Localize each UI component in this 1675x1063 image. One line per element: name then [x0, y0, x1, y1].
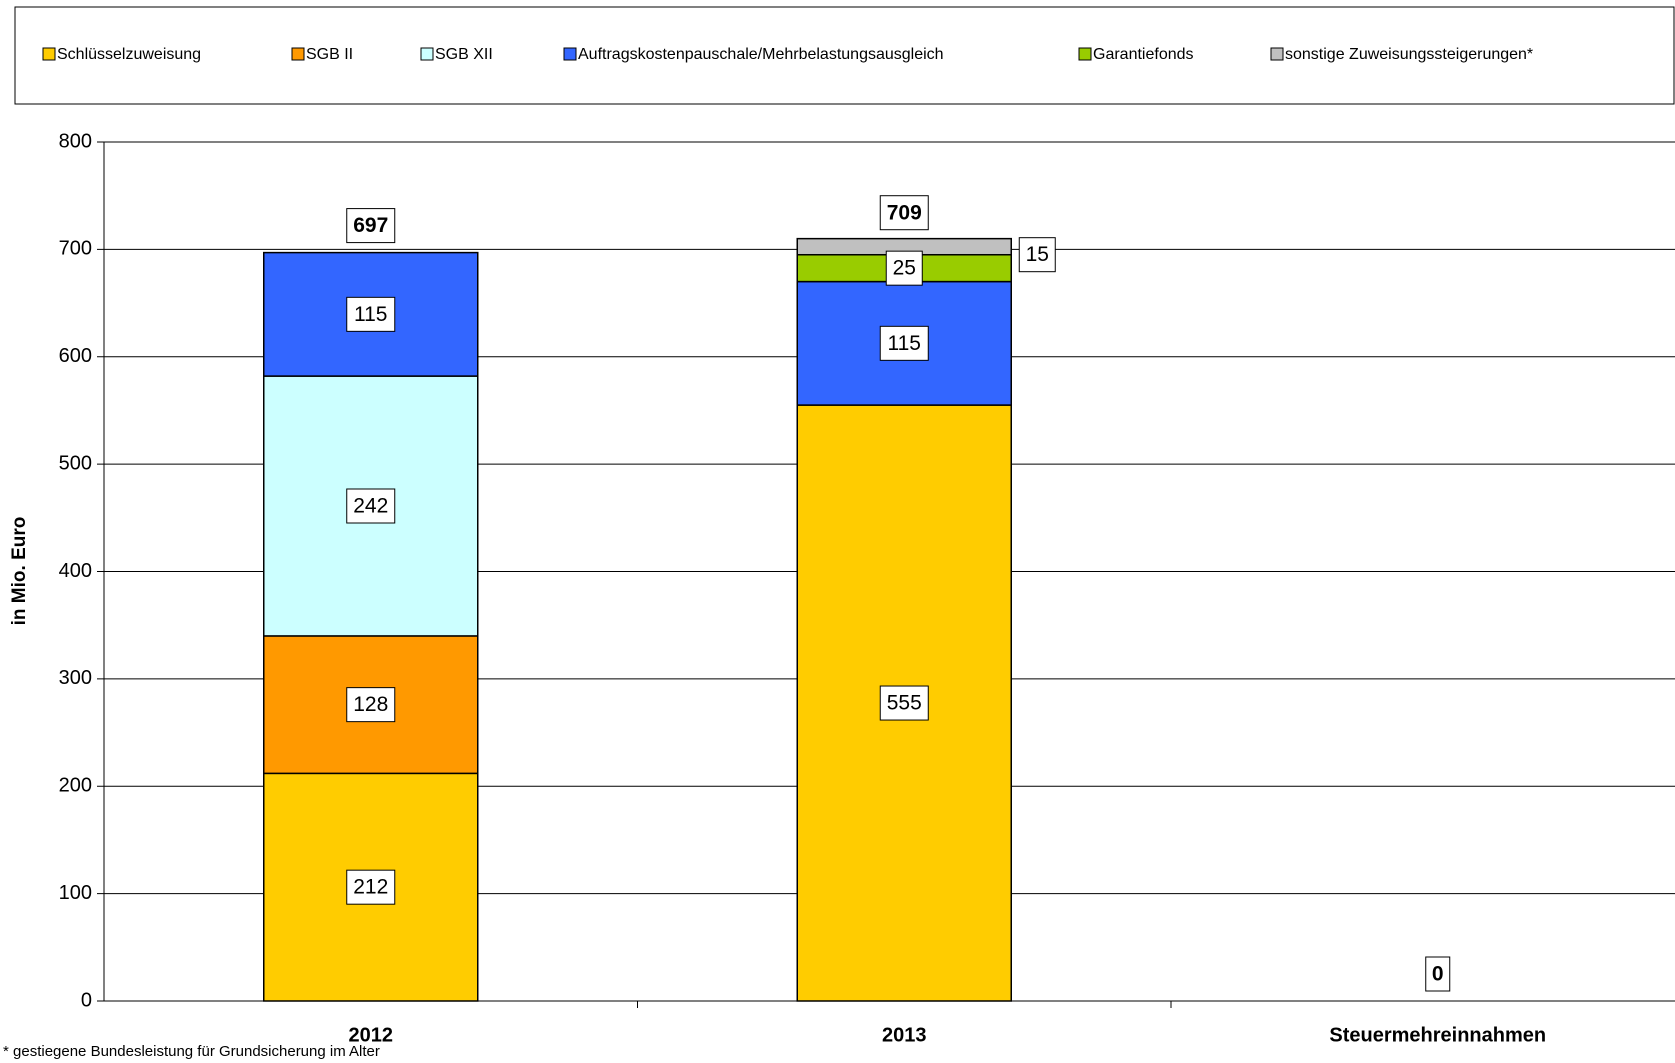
data-label: 15 — [1026, 243, 1049, 266]
legend-swatch — [42, 47, 56, 61]
data-label-box — [346, 296, 396, 332]
data-label: 212 — [353, 876, 388, 899]
y-tick-label: 0 — [81, 989, 92, 1011]
data-label: 242 — [353, 495, 388, 518]
data-label-box — [346, 869, 396, 905]
total-label: 697 — [353, 214, 388, 237]
footnote: * gestiegene Bundesleistung für Grundsic… — [3, 1043, 380, 1060]
data-label: 128 — [353, 693, 388, 716]
data-label-box — [879, 325, 929, 361]
total-label: 709 — [887, 201, 922, 224]
y-axis-label: in Mio. Euro — [9, 517, 30, 626]
data-label: 115 — [888, 332, 921, 355]
data-label-box — [346, 687, 396, 723]
total-label: 0 — [1432, 963, 1444, 986]
legend-swatch — [1270, 47, 1284, 61]
data-label: 555 — [887, 692, 922, 715]
bar-segment — [263, 772, 479, 1002]
data-label-box — [1425, 956, 1451, 992]
data-label-box — [346, 208, 396, 244]
legend-label: Auftragskostenpauschale/Mehrbelastungsau… — [578, 46, 944, 63]
y-tick-label: 100 — [59, 882, 92, 904]
data-label-box — [879, 195, 929, 231]
y-tick-label: 500 — [59, 452, 92, 474]
y-tick-label: 300 — [59, 667, 92, 689]
data-label: 115 — [354, 303, 387, 326]
legend-label: Garantiefonds — [1093, 46, 1194, 63]
data-label-box — [885, 250, 923, 286]
x-tick-label: 2012 — [349, 1024, 394, 1046]
legend-swatch — [563, 47, 577, 61]
y-tick-label: 400 — [59, 560, 92, 582]
x-tick-label: 2013 — [882, 1024, 927, 1046]
legend-label: SGB XII — [435, 46, 493, 63]
data-label-box — [1018, 237, 1056, 273]
legend-label: Schlüsselzuweisung — [57, 46, 201, 63]
legend-label: sonstige Zuweisungssteigerungen* — [1285, 46, 1533, 63]
y-tick-label: 200 — [59, 775, 92, 797]
data-label-box — [346, 488, 396, 524]
y-tick-label: 700 — [59, 238, 92, 260]
data-label: 25 — [893, 257, 916, 280]
legend-swatch — [1078, 47, 1092, 61]
y-tick-label: 800 — [59, 130, 92, 152]
y-tick-label: 600 — [59, 345, 92, 367]
x-tick-label: Steuermehreinnahmen — [1329, 1024, 1546, 1046]
data-label-box — [879, 685, 929, 721]
legend-label: SGB II — [306, 46, 353, 63]
legend-swatch — [420, 47, 434, 61]
legend-swatch — [291, 47, 305, 61]
